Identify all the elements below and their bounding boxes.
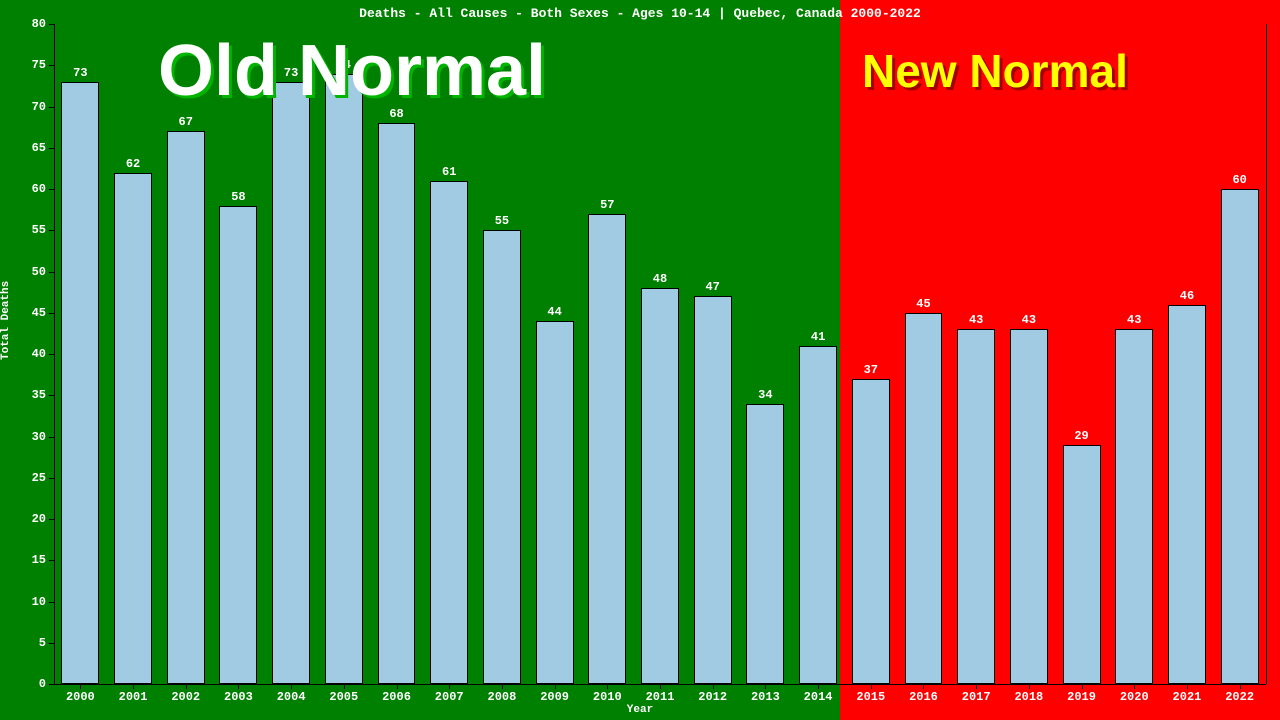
x-tick-mark [291,684,292,689]
bar: 58 [219,206,257,685]
x-tick-mark [1187,684,1188,689]
y-tick-mark [49,230,54,231]
right-axis-line [1266,24,1267,684]
overlay-annotation: Old Normal [158,30,546,112]
bar: 73 [272,82,310,684]
plot-area: 0510152025303540455055606570758073200062… [54,24,1266,684]
x-tick-mark [449,684,450,689]
y-tick-mark [49,189,54,190]
x-tick-mark [818,684,819,689]
bar-value-label: 48 [653,272,667,289]
overlay-annotation: New Normal [862,44,1128,98]
y-tick-mark [49,684,54,685]
x-tick-mark [660,684,661,689]
y-tick-mark [49,107,54,108]
bar-value-label: 55 [495,214,509,231]
x-tick-mark [1240,684,1241,689]
bar-value-label: 44 [547,305,561,322]
y-tick-mark [49,560,54,561]
x-tick-mark [344,684,345,689]
bar-value-label: 46 [1180,289,1194,306]
x-tick-mark [555,684,556,689]
y-tick-mark [49,148,54,149]
bar: 74 [325,74,363,685]
y-tick-mark [49,313,54,314]
bar: 68 [378,123,416,684]
x-tick-mark [765,684,766,689]
bar: 44 [536,321,574,684]
y-axis-label: Total Deaths [0,281,12,360]
x-tick-mark [607,684,608,689]
y-tick-mark [49,354,54,355]
chart-container: Deaths - All Causes - Both Sexes - Ages … [0,0,1280,720]
bar: 62 [114,173,152,685]
bar: 43 [1115,329,1153,684]
y-tick-mark [49,643,54,644]
bar-value-label: 45 [916,297,930,314]
x-tick-mark [1029,684,1030,689]
bar: 73 [61,82,99,684]
bar: 67 [167,131,205,684]
bar: 60 [1221,189,1259,684]
y-tick-mark [49,65,54,66]
x-tick-mark [238,684,239,689]
bar-value-label: 73 [73,66,87,83]
bar: 43 [957,329,995,684]
bar-value-label: 67 [179,115,193,132]
bar: 48 [641,288,679,684]
bar-value-label: 37 [864,363,878,380]
bar: 61 [430,181,468,684]
x-tick-mark [1082,684,1083,689]
x-tick-mark [1134,684,1135,689]
bar: 47 [694,296,732,684]
x-tick-mark [186,684,187,689]
bar-value-label: 62 [126,157,140,174]
bar: 34 [746,404,784,685]
y-tick-mark [49,478,54,479]
bar: 46 [1168,305,1206,685]
chart-title: Deaths - All Causes - Both Sexes - Ages … [0,6,1280,21]
bar: 55 [483,230,521,684]
bar-value-label: 34 [758,388,772,405]
y-tick-mark [49,272,54,273]
bar-value-label: 58 [231,190,245,207]
y-tick-mark [49,395,54,396]
bar: 45 [905,313,943,684]
x-tick-mark [976,684,977,689]
x-tick-mark [397,684,398,689]
bar-value-label: 29 [1074,429,1088,446]
bar: 37 [852,379,890,684]
bar-value-label: 47 [705,280,719,297]
x-tick-mark [133,684,134,689]
bar: 43 [1010,329,1048,684]
bar: 57 [588,214,626,684]
bar-value-label: 41 [811,330,825,347]
y-tick-mark [49,437,54,438]
bar-value-label: 43 [969,313,983,330]
y-tick-mark [49,602,54,603]
y-tick-mark [49,24,54,25]
bar: 41 [799,346,837,684]
y-tick-mark [49,519,54,520]
bar-value-label: 43 [1022,313,1036,330]
y-axis-line [54,24,55,684]
bar-value-label: 61 [442,165,456,182]
x-tick-mark [871,684,872,689]
x-tick-mark [923,684,924,689]
bar: 29 [1063,445,1101,684]
bar-value-label: 60 [1232,173,1246,190]
bar-value-label: 43 [1127,313,1141,330]
x-tick-mark [713,684,714,689]
x-tick-mark [80,684,81,689]
x-axis-label: Year [0,704,1280,716]
x-tick-mark [502,684,503,689]
bar-value-label: 57 [600,198,614,215]
